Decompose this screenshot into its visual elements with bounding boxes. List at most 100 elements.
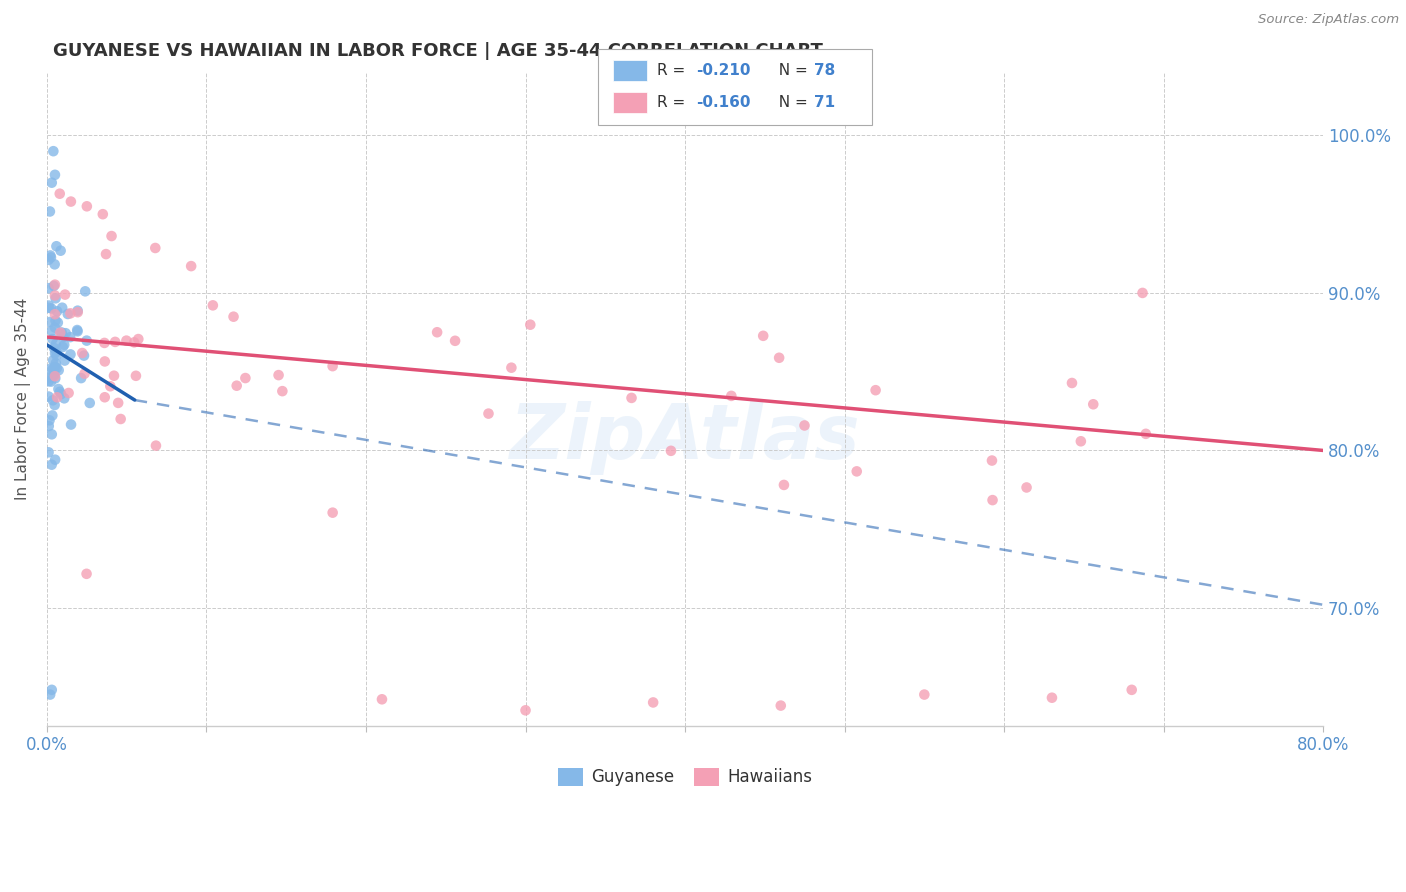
Point	[110, 412, 132, 426]
Point	[371, 692, 394, 706]
Point	[56, 307, 79, 321]
Point	[93, 390, 115, 404]
Point	[39, 248, 62, 262]
Point	[45, 344, 67, 359]
Point	[322, 359, 344, 373]
Point	[98, 379, 121, 393]
Point	[45, 291, 67, 305]
Point	[39, 688, 62, 702]
Point	[51, 301, 73, 315]
Point	[59, 194, 82, 209]
Point	[53, 353, 76, 368]
Text: GUYANESE VS HAWAIIAN IN LABOR FORCE | AGE 35-44 CORRELATION CHART: GUYANESE VS HAWAIIAN IN LABOR FORCE | AG…	[53, 42, 824, 60]
Point	[42, 366, 65, 380]
Point	[145, 439, 167, 453]
Point	[39, 375, 62, 389]
Point	[501, 360, 523, 375]
Point	[76, 566, 98, 581]
Point	[444, 334, 467, 348]
Point	[66, 305, 89, 319]
Point	[51, 327, 73, 342]
Point	[94, 354, 117, 368]
Point	[46, 316, 69, 330]
Legend: Guyanese, Hawaiians: Guyanese, Hawaiians	[551, 761, 820, 793]
Point	[45, 239, 67, 253]
Point	[115, 334, 138, 348]
Point	[44, 257, 66, 271]
Point	[39, 251, 62, 265]
Point	[70, 371, 93, 385]
Point	[53, 287, 76, 301]
Y-axis label: In Labor Force | Age 35-44: In Labor Force | Age 35-44	[15, 298, 31, 500]
Point	[45, 356, 67, 370]
Point	[44, 168, 66, 182]
Point	[127, 332, 149, 346]
Point	[222, 310, 245, 324]
Point	[39, 361, 62, 376]
Point	[38, 445, 60, 459]
Point	[865, 383, 887, 397]
Point	[104, 334, 127, 349]
Point	[91, 207, 114, 221]
Text: -0.210: -0.210	[696, 63, 751, 78]
Point	[107, 396, 129, 410]
Point	[79, 396, 101, 410]
Point	[45, 361, 67, 376]
Point	[769, 698, 792, 713]
Point	[55, 326, 77, 341]
Point	[100, 229, 122, 244]
Point	[53, 338, 76, 352]
Point	[44, 288, 66, 302]
Point	[76, 334, 98, 348]
Point	[58, 386, 80, 401]
Point	[46, 390, 69, 404]
Point	[45, 348, 67, 362]
Point	[519, 318, 541, 332]
Point	[1135, 426, 1157, 441]
Text: R =: R =	[657, 63, 690, 78]
Point	[235, 371, 257, 385]
Point	[793, 418, 815, 433]
Point	[515, 703, 537, 717]
Point	[38, 419, 60, 434]
Point	[180, 259, 202, 273]
Point	[41, 427, 63, 442]
Point	[73, 367, 96, 381]
Point	[41, 176, 63, 190]
Point	[41, 458, 63, 472]
Point	[912, 688, 935, 702]
Point	[122, 335, 145, 350]
Point	[94, 247, 117, 261]
Point	[38, 390, 60, 404]
Point	[768, 351, 790, 365]
Text: N =: N =	[769, 95, 813, 110]
Point	[981, 453, 1004, 467]
Text: Source: ZipAtlas.com: Source: ZipAtlas.com	[1258, 13, 1399, 27]
Point	[48, 363, 70, 377]
Point	[103, 368, 125, 383]
Point	[41, 409, 63, 423]
Point	[44, 307, 66, 321]
Point	[42, 279, 65, 293]
Point	[39, 315, 62, 329]
Point	[66, 303, 89, 318]
Text: N =: N =	[769, 63, 813, 78]
Point	[53, 392, 76, 406]
Point	[76, 199, 98, 213]
Point	[267, 368, 290, 383]
Point	[1060, 376, 1083, 390]
Point	[752, 328, 775, 343]
Text: R =: R =	[657, 95, 690, 110]
Point	[41, 332, 63, 346]
Point	[93, 335, 115, 350]
Point	[41, 682, 63, 697]
Point	[322, 506, 344, 520]
Point	[49, 244, 72, 258]
Point	[1070, 434, 1092, 449]
Point	[38, 301, 60, 315]
Point	[49, 384, 72, 399]
Point	[1083, 397, 1105, 411]
Point	[44, 277, 66, 292]
Point	[70, 346, 93, 360]
Point	[38, 204, 60, 219]
